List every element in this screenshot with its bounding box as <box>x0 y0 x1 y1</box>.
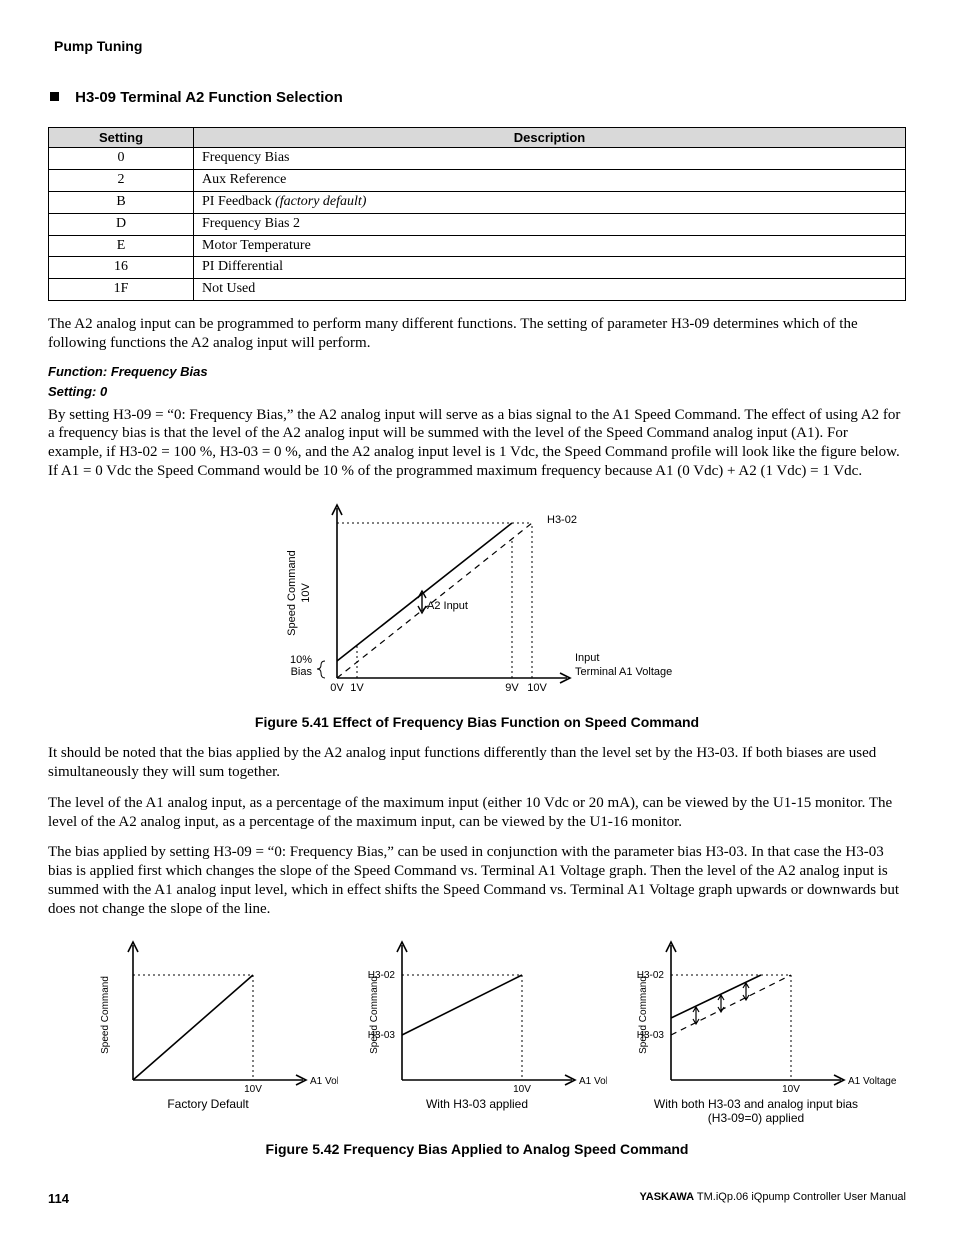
cell-setting: D <box>49 213 194 235</box>
setting-heading: Setting: 0 <box>48 384 906 400</box>
table-row: DFrequency Bias 2 <box>49 213 906 235</box>
svg-text:Speed Command: Speed Command <box>286 550 298 636</box>
th-setting: Setting <box>49 127 194 148</box>
svg-text:H3-03: H3-03 <box>637 1030 665 1041</box>
svg-text:(H3-09=0) applied: (H3-09=0) applied <box>708 1111 804 1125</box>
svg-text:10V: 10V <box>244 1084 262 1095</box>
svg-text:A2 Input: A2 Input <box>427 600 468 612</box>
svg-text:H3-03: H3-03 <box>368 1030 396 1041</box>
section-title-row: H3-09 Terminal A2 Function Selection <box>48 89 906 107</box>
freqbias-paragraph: By setting H3-09 = “0: Frequency Bias,” … <box>48 406 906 481</box>
svg-text:10V: 10V <box>300 582 312 602</box>
levels-paragraph: The level of the A1 analog input, as a p… <box>48 794 906 832</box>
running-header: Pump Tuning <box>54 38 906 55</box>
section-title: H3-09 Terminal A2 Function Selection <box>75 89 343 106</box>
svg-text:Input: Input <box>575 652 599 664</box>
svg-text:A1 Voltage: A1 Voltage <box>579 1076 607 1087</box>
table-row: BPI Feedback (factory default) <box>49 191 906 213</box>
cell-setting: E <box>49 235 194 257</box>
cell-description: PI Differential <box>194 257 906 279</box>
figure-542-caption: Figure 5.42 Frequency Bias Applied to An… <box>48 1141 906 1158</box>
svg-text:10V: 10V <box>527 682 547 694</box>
svg-text:H3-02: H3-02 <box>637 970 665 981</box>
function-heading: Function: Frequency Bias <box>48 364 906 380</box>
note-paragraph: It should be noted that the bias applied… <box>48 744 906 782</box>
svg-text:Factory Default: Factory Default <box>167 1097 249 1111</box>
cell-description: Frequency Bias <box>194 148 906 170</box>
svg-text:Terminal A1 Voltage: Terminal A1 Voltage <box>575 666 672 678</box>
cell-setting: B <box>49 191 194 213</box>
cell-setting: 16 <box>49 257 194 279</box>
square-bullet-icon <box>50 92 59 101</box>
figure-541: Speed Command 10V 10% Bias 0V 1V 9V 10V … <box>48 493 906 708</box>
table-row: 2Aux Reference <box>49 170 906 192</box>
cell-description: Motor Temperature <box>194 235 906 257</box>
settings-table: Setting Description 0Frequency Bias2Aux … <box>48 127 906 301</box>
svg-text:10V: 10V <box>513 1084 531 1095</box>
figure-541-caption: Figure 5.41 Effect of Frequency Bias Fun… <box>48 714 906 731</box>
svg-text:Bias: Bias <box>291 666 313 678</box>
page-footer: 114 YASKAWA TM.iQp.06 iQpump Controller … <box>48 1191 906 1207</box>
svg-text:A1 Voltage: A1 Voltage <box>310 1076 338 1087</box>
figure-542: Speed Command 10V A1 Voltage Factory Def… <box>48 930 906 1135</box>
cell-setting: 2 <box>49 170 194 192</box>
table-row: 0Frequency Bias <box>49 148 906 170</box>
cell-setting: 0 <box>49 148 194 170</box>
svg-text:Speed Command: Speed Command <box>369 977 380 1055</box>
svg-text:9V: 9V <box>505 682 519 694</box>
footer-doc: YASKAWA TM.iQp.06 iQpump Controller User… <box>639 1191 906 1207</box>
svg-text:1V: 1V <box>350 682 364 694</box>
table-row: 16PI Differential <box>49 257 906 279</box>
cell-description: PI Feedback (factory default) <box>194 191 906 213</box>
table-row: EMotor Temperature <box>49 235 906 257</box>
svg-text:0V: 0V <box>330 682 344 694</box>
svg-text:With H3-03 applied: With H3-03 applied <box>426 1097 528 1111</box>
table-row: 1FNot Used <box>49 279 906 301</box>
intro-paragraph: The A2 analog input can be programmed to… <box>48 315 906 353</box>
cell-description: Frequency Bias 2 <box>194 213 906 235</box>
svg-text:H3-02: H3-02 <box>547 514 577 526</box>
svg-text:H3-02: H3-02 <box>368 970 396 981</box>
svg-text:10V: 10V <box>782 1084 800 1095</box>
cell-description: Aux Reference <box>194 170 906 192</box>
svg-text:10%: 10% <box>290 654 312 666</box>
svg-text:With both H3-03 and analog inp: With both H3-03 and analog input bias <box>654 1097 858 1111</box>
cell-description: Not Used <box>194 279 906 301</box>
svg-text:Speed Command: Speed Command <box>100 977 111 1055</box>
page-number: 114 <box>48 1191 69 1207</box>
svg-text:A1 Voltage: A1 Voltage <box>848 1076 896 1087</box>
cell-setting: 1F <box>49 279 194 301</box>
bias-paragraph: The bias applied by setting H3-09 = “0: … <box>48 843 906 918</box>
svg-text:Speed Command: Speed Command <box>638 977 649 1055</box>
th-description: Description <box>194 127 906 148</box>
